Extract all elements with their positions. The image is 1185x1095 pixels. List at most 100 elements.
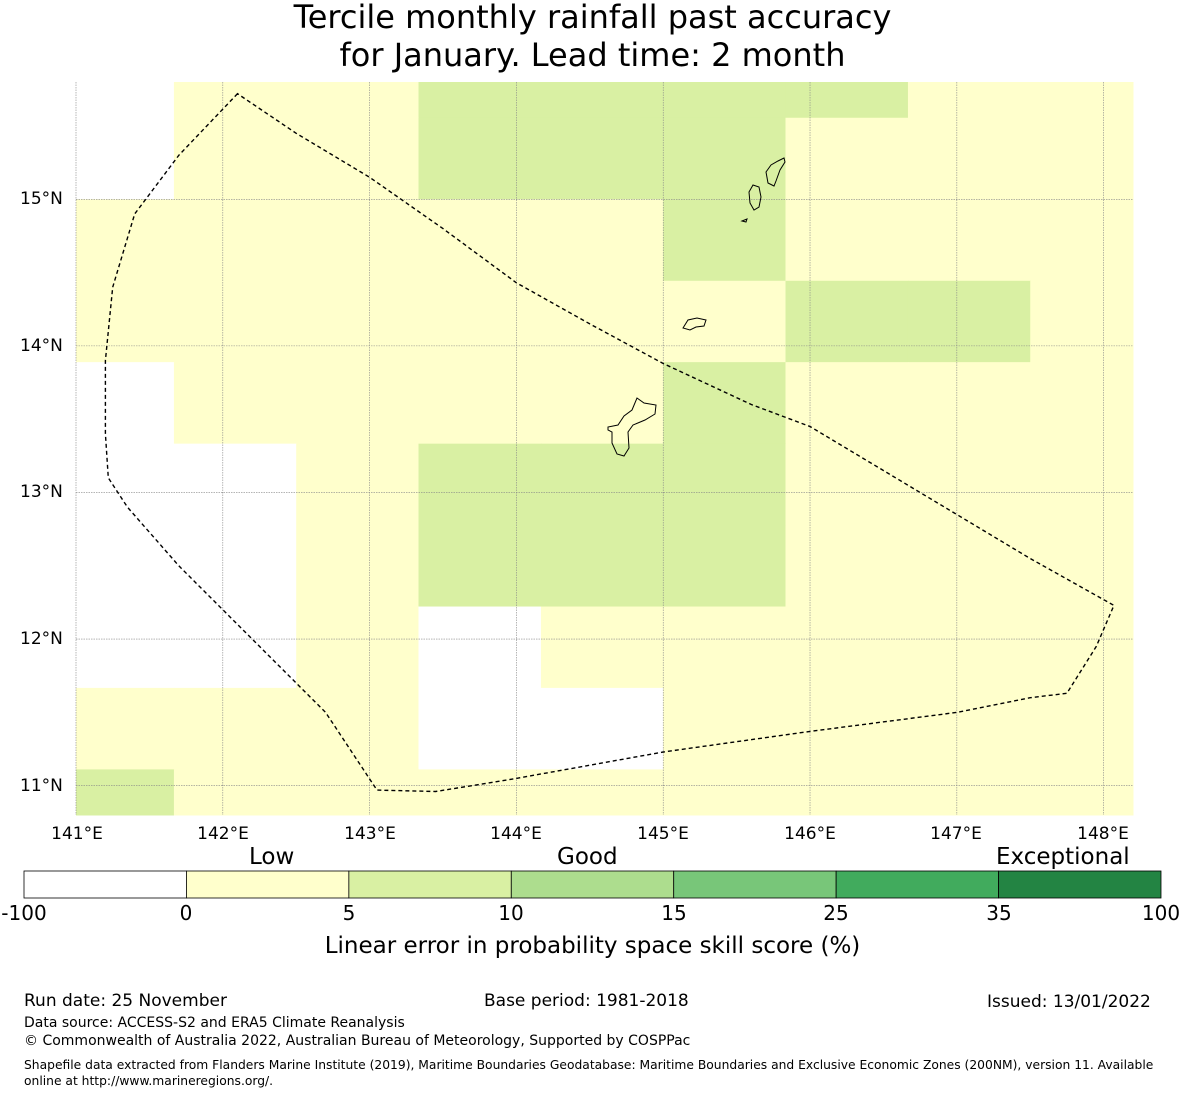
grid-cell-good — [540, 82, 664, 119]
eez-boundary — [104, 92, 1115, 793]
grid-cell-low — [296, 769, 419, 816]
grid-cell-none — [76, 117, 175, 200]
run-date: Run date: 25 November — [24, 991, 227, 1011]
grid-cell-good — [540, 443, 664, 526]
grid-cell-low — [785, 199, 909, 282]
colorbar-segment — [510, 870, 675, 899]
grid-cell-low — [540, 280, 664, 363]
colorbar-segment — [673, 870, 837, 899]
grid-cell-good — [663, 443, 787, 526]
grid-cell-low — [418, 199, 542, 282]
island-guam — [607, 397, 657, 457]
grid-cell-none — [76, 606, 175, 689]
colorbar-tick: 100 — [1141, 901, 1181, 925]
lon-tick-142e: 142°E — [197, 824, 249, 844]
lon-tick-141e: 141°E — [51, 824, 103, 844]
legend-category-good: Good — [557, 844, 618, 870]
grid-cell-good — [785, 82, 909, 119]
islands — [607, 157, 786, 457]
grid-cell-none — [418, 687, 542, 770]
lon-tick-146e: 146°E — [784, 824, 836, 844]
grid-cell-none — [173, 443, 297, 526]
grid-cell-low — [1030, 117, 1134, 200]
grid-cell-low — [1030, 82, 1134, 119]
grid-cell-low — [296, 687, 419, 770]
grid-cell-good — [418, 525, 542, 608]
grid-cell-low — [907, 443, 1031, 526]
grid-cell-good — [907, 280, 1031, 363]
colorbar-title: Linear error in probability space skill … — [324, 933, 861, 959]
lat-tick-15n: 15°N — [20, 189, 63, 209]
grid-cell-good — [76, 769, 175, 816]
grid-cell-low — [296, 280, 419, 363]
colorbar-tick: -100 — [1, 901, 47, 925]
island-tinian — [748, 184, 762, 211]
lon-tick-145e: 145°E — [637, 824, 689, 844]
grid-cell-low — [76, 199, 175, 282]
grid-cell-low — [76, 280, 175, 363]
grid-cell-low — [907, 117, 1031, 200]
grid-cell-low — [907, 362, 1031, 445]
grid-cell-low — [663, 769, 787, 816]
grid-cell-good — [785, 280, 909, 363]
grid-cell-none — [76, 525, 175, 608]
grid-cell-low — [296, 199, 419, 282]
lat-tick-14n: 14°N — [20, 336, 63, 356]
grid-cell-low — [173, 199, 297, 282]
grid-cell-low — [785, 769, 909, 816]
shapefile-note: Shapefile data extracted from Flanders M… — [24, 1058, 1154, 1088]
grid-cell-low — [663, 687, 787, 770]
grid-cell-good — [540, 117, 664, 200]
grid-cell-low — [296, 117, 419, 200]
issued-date: Issued: 13/01/2022 — [987, 992, 1151, 1012]
grid-cell-low — [907, 769, 1031, 816]
lat-tick-13n: 13°N — [20, 482, 63, 502]
grid-cell-low — [1030, 280, 1134, 363]
grid-cell-low — [1030, 362, 1134, 445]
map-title-line-2: for January. Lead time: 2 month — [339, 36, 846, 74]
grid-cell-low — [785, 443, 909, 526]
grid-cell-low — [1030, 443, 1134, 526]
island-saipan — [765, 157, 786, 187]
grid-cell-low — [907, 525, 1031, 608]
grid-cell-good — [663, 82, 787, 119]
grid-cell-low — [1030, 687, 1134, 770]
grid-cell-good — [418, 82, 542, 119]
grid-cell-good — [663, 199, 787, 282]
colorbar-segment — [186, 870, 350, 899]
legend-category-low: Low — [249, 844, 295, 870]
grid-cell-low — [785, 117, 909, 200]
base-period: Base period: 1981-2018 — [484, 991, 689, 1011]
grid-cell-low — [663, 280, 787, 363]
copyright: © Commonwealth of Australia 2022, Austra… — [24, 1033, 691, 1049]
grid-cell-low — [173, 769, 297, 816]
grid-cell-low — [173, 82, 297, 119]
colorbar-segment — [998, 870, 1162, 899]
grid-cell-low — [173, 280, 297, 363]
grid-cell-low — [418, 280, 542, 363]
colorbar-tick: 10 — [498, 901, 524, 925]
grid-cell-good — [540, 525, 664, 608]
grid-cell-low — [1030, 525, 1134, 608]
grid-cell-none — [173, 525, 297, 608]
grid-cell-low — [296, 82, 419, 119]
graticule — [75, 82, 1133, 815]
grid-cell-low — [173, 687, 297, 770]
island-aguijan — [740, 218, 748, 223]
grid-cell-none — [173, 606, 297, 689]
grid-cell-low — [1030, 199, 1134, 282]
grid-cell-none — [76, 443, 175, 526]
legend-category-exceptional: Exceptional — [996, 844, 1130, 870]
grid-cell-low — [663, 606, 787, 689]
grid-cell-low — [540, 362, 664, 445]
grid-cell-low — [418, 362, 542, 445]
grid-cell-none — [76, 362, 175, 445]
grid-cell-low — [76, 687, 175, 770]
grid-cell-low — [173, 362, 297, 445]
colorbar-tick: 35 — [986, 901, 1012, 925]
grid-cell-good — [663, 525, 787, 608]
grid-cell-low — [907, 82, 1031, 119]
colorbar-segment — [23, 870, 187, 899]
grid-cell-low — [173, 117, 297, 200]
